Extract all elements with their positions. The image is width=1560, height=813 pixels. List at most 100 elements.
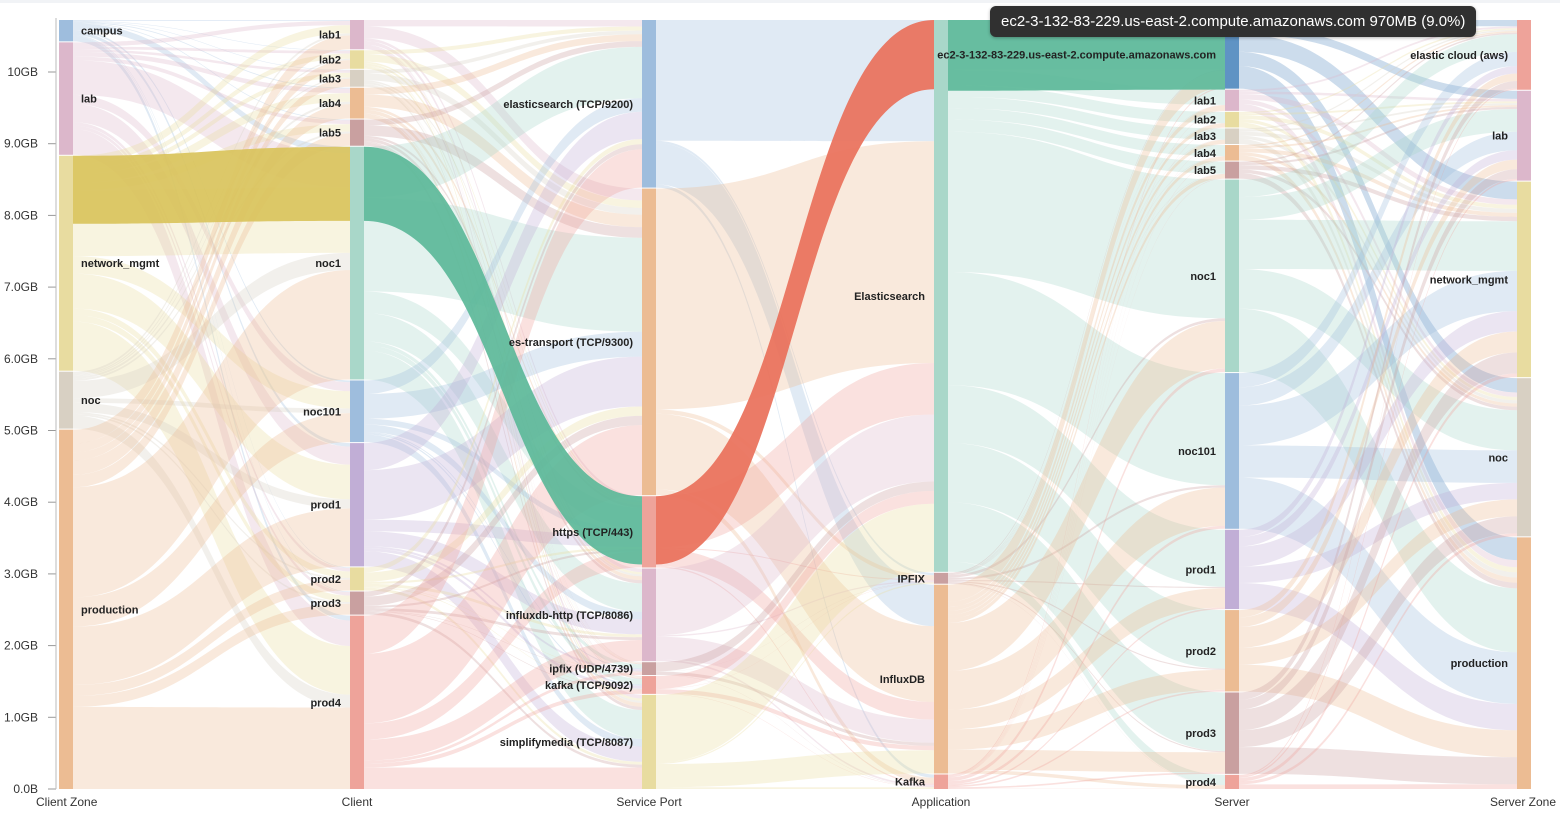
node-label: kafka (TCP/9092) (545, 680, 633, 692)
node-noc[interactable] (59, 371, 73, 429)
node-lab2[interactable] (350, 50, 364, 69)
node-influxdb-http-tcp-8086-[interactable] (642, 568, 656, 662)
node-prod3[interactable] (1225, 692, 1239, 774)
node-influxdb[interactable] (934, 584, 948, 774)
node-prod3[interactable] (350, 591, 364, 615)
node-label: network_mgmt (1430, 274, 1509, 286)
node-label: elasticsearch (TCP/9200) (503, 99, 633, 111)
link-client-7-5 (364, 548, 642, 689)
link-application-0-2 (948, 85, 1225, 124)
link-client-zone-2-0 (73, 25, 350, 165)
link-client-10-2 (364, 551, 642, 740)
node-lab[interactable] (59, 42, 73, 155)
node-noc1[interactable] (1225, 179, 1239, 373)
node-lab1[interactable] (1225, 89, 1239, 111)
link-client-5-6 (364, 350, 642, 739)
link-service-port-2-2 (656, 548, 934, 720)
y-tick-label: 8.0GB (4, 208, 38, 222)
link-server-1-0 (1239, 26, 1517, 92)
link-client-10-4 (364, 672, 642, 764)
node-noc101[interactable] (1225, 373, 1239, 529)
node-prod1[interactable] (350, 443, 364, 567)
link-client-zone-0-0 (73, 20, 350, 21)
link-server-0-4 (1239, 66, 1517, 561)
node-label: Elasticsearch (854, 291, 925, 303)
link-client-7-2 (364, 519, 642, 547)
node-label: InfluxDB (880, 674, 925, 686)
link-application-2-11 (948, 769, 1225, 789)
link-client-8-4 (364, 586, 642, 672)
link-application-1-3 (948, 139, 1225, 575)
node-prod4[interactable] (1225, 774, 1239, 789)
node-lab3[interactable] (350, 69, 364, 87)
node-label: prod4 (1185, 777, 1216, 789)
node-label: lab (1492, 131, 1508, 143)
link-server-7-3 (1239, 445, 1517, 483)
node-elastic-cloud-aws-[interactable] (1517, 20, 1531, 90)
link-client-zone-0-4 (73, 22, 350, 121)
link-client-4-5 (364, 141, 642, 679)
node-elasticsearch[interactable] (934, 20, 948, 572)
node-prod2[interactable] (350, 567, 364, 591)
link-client-zone-1-10 (73, 129, 350, 646)
node-ipfix[interactable] (934, 572, 948, 584)
node-lab4[interactable] (350, 87, 364, 119)
link-client-7-4 (364, 546, 642, 672)
node-lab[interactable] (1517, 90, 1531, 181)
node-lab3[interactable] (1225, 128, 1239, 145)
link-application-1-6 (948, 318, 1225, 578)
node-noc1[interactable] (350, 146, 364, 380)
node-lab5[interactable] (1225, 161, 1239, 179)
link-application-0-6 (948, 131, 1225, 319)
link-server-2-1 (1239, 101, 1517, 116)
node-elasticsearch-tcp-9200-[interactable] (642, 20, 656, 188)
node-network-mgmt[interactable] (59, 155, 73, 371)
node-prod2[interactable] (1225, 610, 1239, 692)
node-label: lab1 (1194, 95, 1216, 107)
link-client-zone-2-3 (73, 93, 350, 183)
node-campus[interactable] (59, 20, 73, 42)
node-lab4[interactable] (1225, 145, 1239, 161)
node-production[interactable] (1517, 537, 1531, 789)
link-server-11-1 (1239, 178, 1517, 778)
node-network-mgmt[interactable] (1517, 181, 1531, 378)
y-tick-label: 10GB (7, 65, 38, 79)
link-service-port-6-2 (656, 750, 934, 788)
link-client-zone-0-3 (73, 21, 350, 89)
link-server-5-3 (1239, 169, 1517, 411)
highlight-link-3 (948, 20, 1225, 91)
node-label: lab5 (319, 128, 341, 140)
node-noc[interactable] (1517, 378, 1531, 537)
link-client-zone-0-8 (73, 35, 350, 569)
link-client-6-6 (364, 434, 642, 747)
node-lab5[interactable] (350, 119, 364, 146)
link-server-8-1 (1239, 150, 1517, 547)
link-client-zone-4-6 (73, 413, 350, 627)
node-kafka-tcp-9092-[interactable] (642, 676, 656, 694)
link-server-6-0 (1239, 34, 1517, 198)
node-label: prod3 (1185, 728, 1216, 740)
y-tick-label: 5.0GB (4, 424, 38, 438)
node-es-transport-tcp-9300-[interactable] (642, 188, 656, 496)
link-application-2-9 (948, 669, 1225, 750)
link-client-zone-4-4 (73, 133, 350, 488)
link-server-3-1 (1239, 103, 1517, 132)
node-ec2-3-132-83-229-us-east-2-compute-amazonaws-com[interactable] (1225, 20, 1239, 89)
node-https-tcp-443-[interactable] (642, 496, 656, 568)
link-application-3-6 (948, 368, 1225, 782)
link-application-2-7 (948, 487, 1225, 710)
node-label: prod2 (1185, 646, 1216, 658)
node-prod1[interactable] (1225, 529, 1239, 610)
node-ipfix-udp-4739-[interactable] (642, 662, 656, 676)
node-kafka[interactable] (934, 774, 948, 789)
node-production[interactable] (59, 429, 73, 789)
node-lab2[interactable] (1225, 111, 1239, 128)
link-application-0-8 (948, 385, 1225, 587)
link-client-3-0 (364, 34, 642, 95)
link-application-0-3 (948, 96, 1225, 140)
node-simplifymedia-tcp-8087-[interactable] (642, 694, 656, 789)
node-prod4[interactable] (350, 615, 364, 789)
node-lab1[interactable] (350, 20, 364, 50)
link-client-8-6 (364, 587, 642, 765)
node-noc101[interactable] (350, 380, 364, 443)
